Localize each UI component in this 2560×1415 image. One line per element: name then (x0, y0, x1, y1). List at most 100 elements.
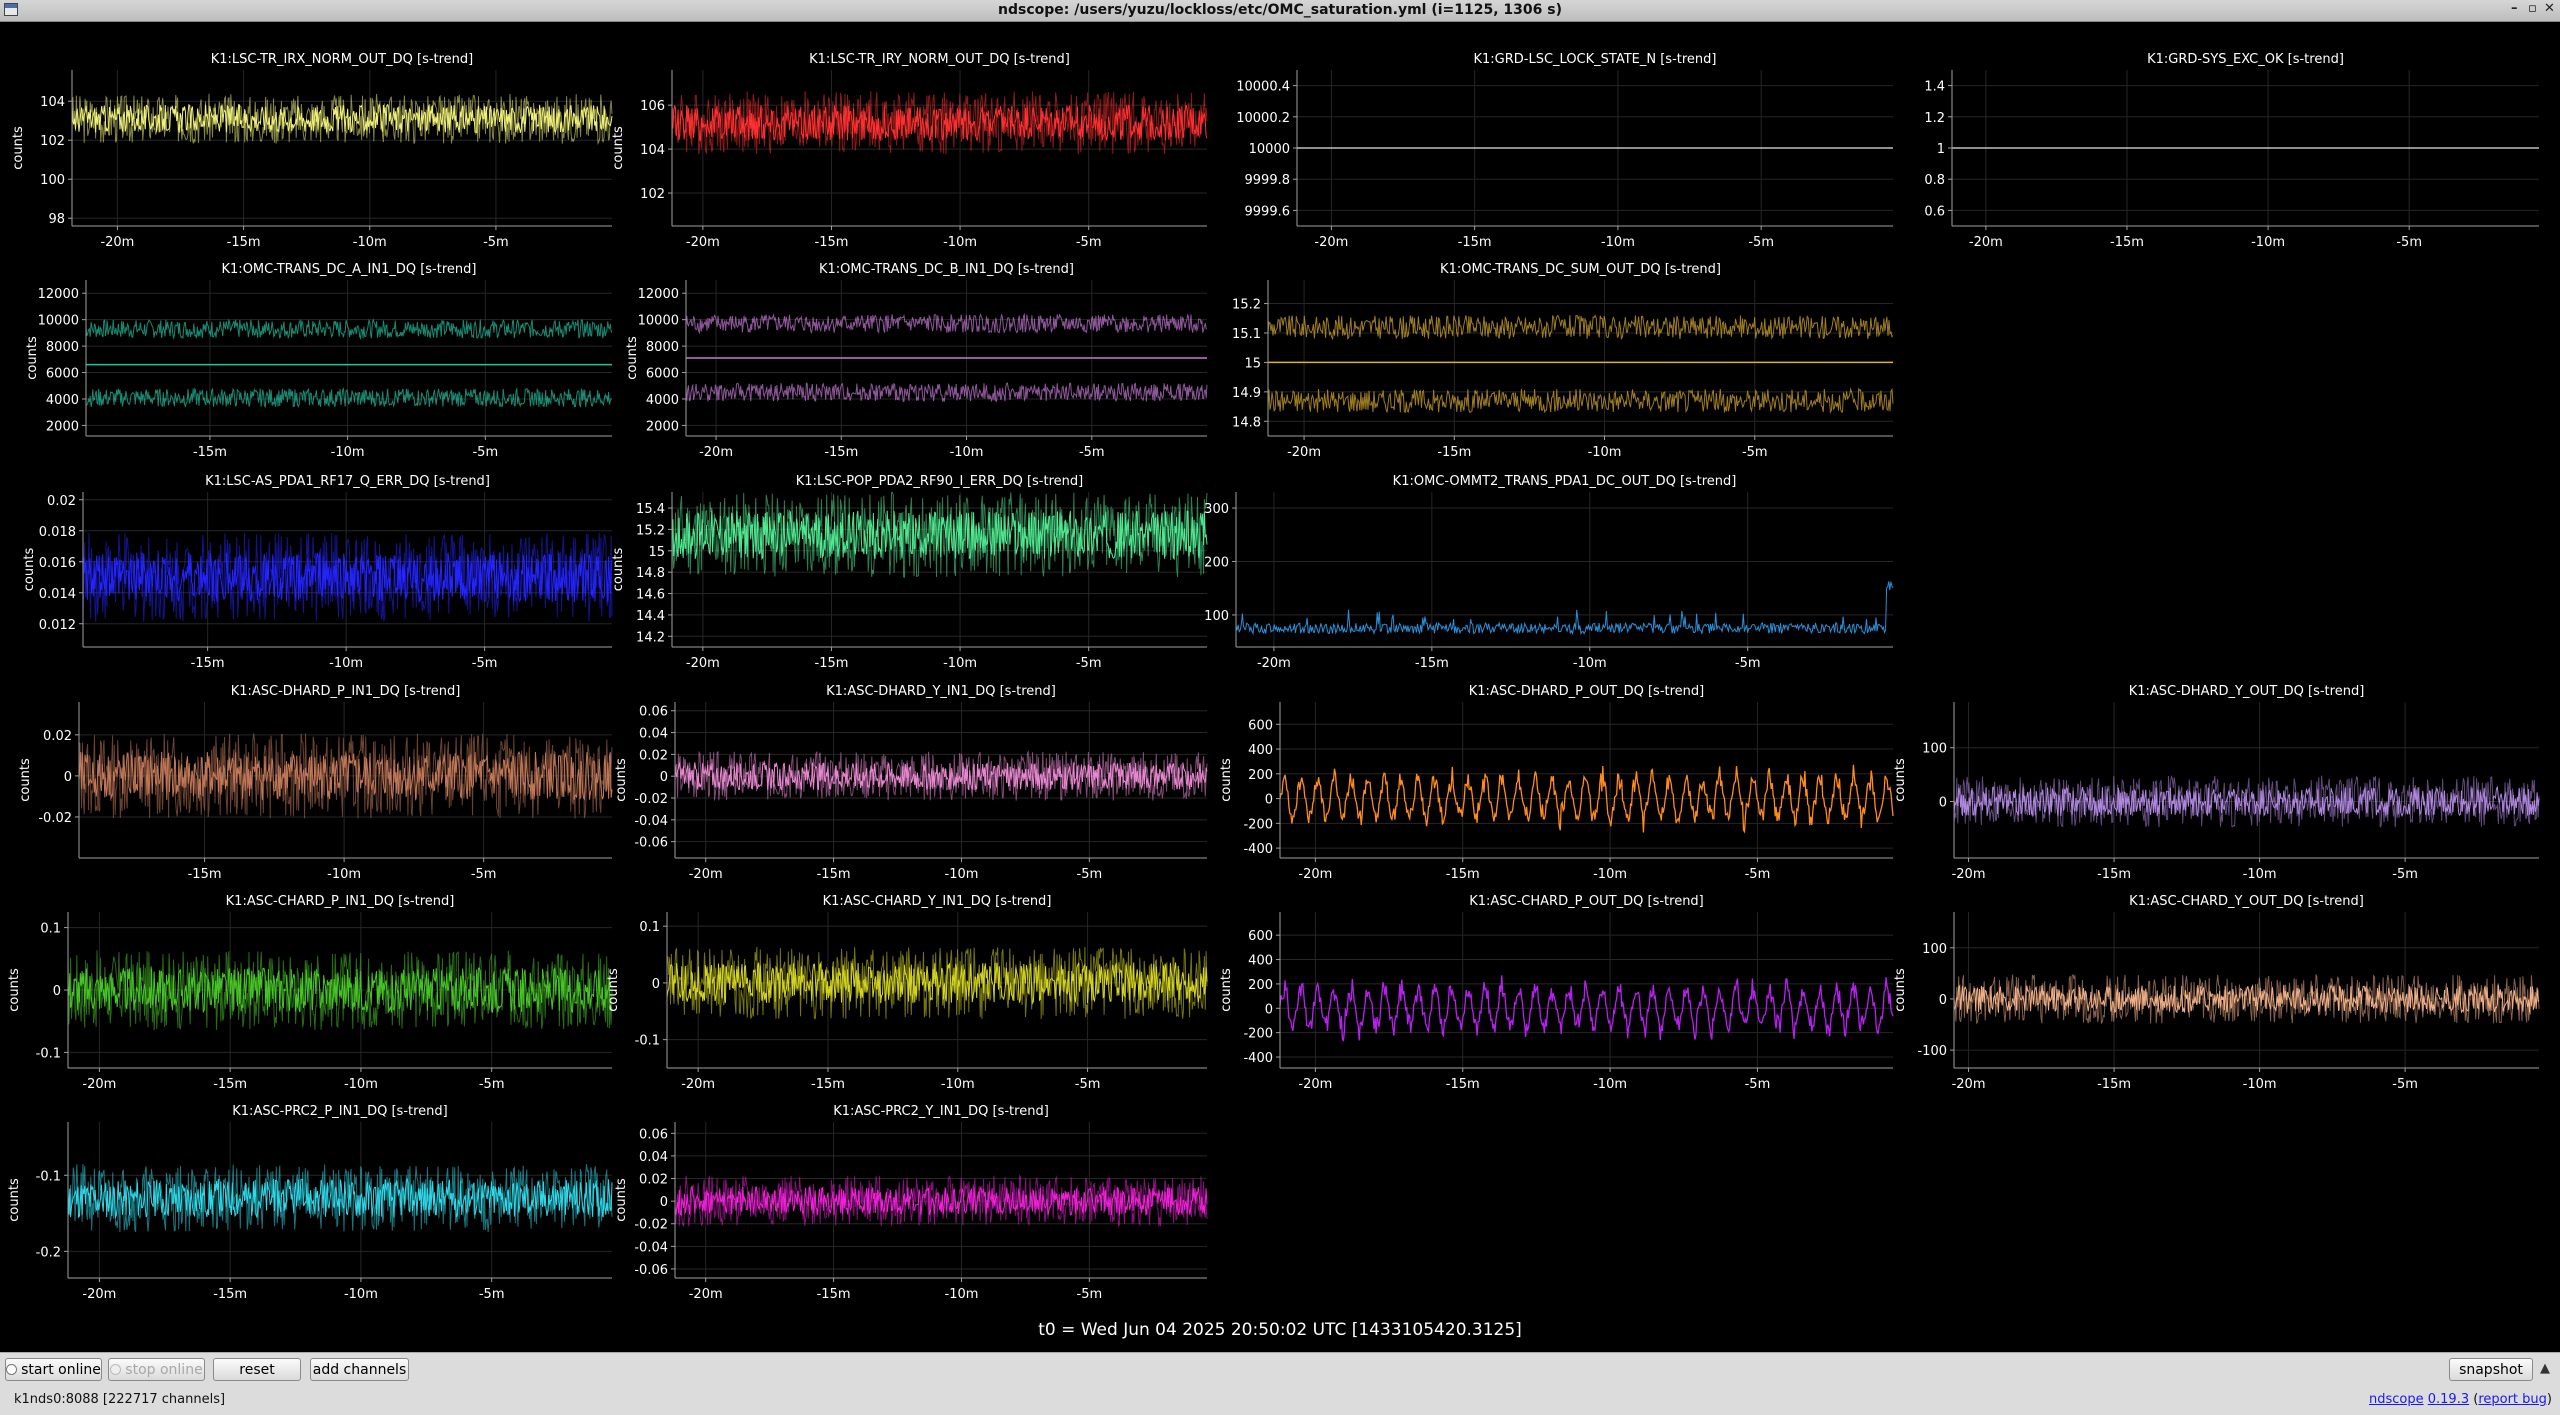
plot-panel: K1:OMC-TRANS_DC_SUM_OUT_DQ [s-trend] 15.2… (1232, 262, 1894, 460)
y-tick-label: 0.04 (639, 1150, 668, 1165)
y-tick-label: 0 (1265, 1002, 1273, 1017)
plot-title: K1:OMC-OMMT2_TRANS_PDA1_DC_OUT_DQ [s-tre… (1393, 474, 1737, 489)
series-line (1953, 983, 2540, 1015)
y-tick-label: 0 (660, 1195, 668, 1210)
series-line (85, 387, 613, 409)
version-link[interactable]: 0.19.3 (2427, 1392, 2470, 1407)
x-tick-label: -10m (329, 656, 363, 671)
y-tick-label: -0.02 (634, 1218, 668, 1233)
y-tick-label: 15.4 (636, 502, 665, 517)
y-tick-label: 106 (640, 99, 665, 114)
x-tick-label: -15m (213, 1077, 247, 1092)
y-tick-label: 0.016 (39, 556, 76, 571)
expand-arrow-icon[interactable]: ▲ (2540, 1361, 2550, 1376)
x-tick-label: -20m (686, 656, 720, 671)
y-tick-label: 4000 (646, 393, 679, 408)
plot-panel: K1:ASC-DHARD_Y_IN1_DQ [s-trend] 0.06 0.04 0… (614, 684, 1208, 882)
y-tick-label: 15 (1244, 356, 1261, 371)
x-tick-label: -5m (1745, 867, 1771, 882)
y-tick-label: 6000 (646, 367, 679, 382)
plot-panel: K1:LSC-POP_PDA2_RF90_I_ERR_DQ [s-trend] 1… (611, 474, 1208, 671)
stop-online-label: stop online (125, 1361, 203, 1378)
y-tick-label: 100 (1922, 942, 1947, 957)
plot-title: K1:ASC-CHARD_Y_OUT_DQ [s-trend] (2129, 894, 2364, 909)
y-tick-label: -0.04 (634, 1240, 668, 1255)
x-tick-label: -10m (344, 1077, 378, 1092)
y-tick-label: 0.6 (1924, 204, 1945, 219)
plot-title: K1:OMC-TRANS_DC_SUM_OUT_DQ [s-trend] (1440, 262, 1721, 277)
x-tick-label: -20m (1287, 445, 1321, 460)
y-axis-label: counts (1893, 968, 1908, 1012)
plot-title: K1:OMC-TRANS_DC_A_IN1_DQ [s-trend] (222, 262, 477, 277)
x-tick-label: -15m (2110, 235, 2144, 250)
x-tick-label: -20m (1969, 235, 2003, 250)
add-channels-button[interactable]: add channels (310, 1358, 409, 1381)
y-tick-label: 15.1 (1232, 327, 1261, 342)
series-line (674, 1185, 1208, 1217)
plot-panel: K1:ASC-CHARD_P_OUT_DQ [s-trend] 600 400 200… (1219, 894, 1894, 1092)
plot-title: K1:ASC-CHARD_P_IN1_DQ [s-trend] (226, 894, 455, 909)
start-online-button[interactable]: start online (5, 1358, 102, 1381)
x-tick-label: -5m (2392, 867, 2418, 882)
x-tick-label: -10m (941, 1077, 975, 1092)
reset-button[interactable]: reset (213, 1358, 301, 1381)
close-icon[interactable]: ✕ (2544, 1, 2555, 16)
x-tick-label: -5m (1075, 1077, 1101, 1092)
x-tick-label: -10m (2243, 1077, 2277, 1092)
y-tick-label: 1.4 (1924, 80, 1945, 95)
y-tick-label: 0.04 (639, 727, 668, 742)
x-tick-label: -5m (1076, 235, 1102, 250)
start-online-label: start online (21, 1361, 101, 1378)
x-tick-label: -15m (188, 867, 222, 882)
plot-area[interactable]: K1:LSC-TR_IRX_NORM_OUT_DQ [s-trend] 104 10… (0, 22, 2560, 1352)
plot-panel: K1:LSC-AS_PDA1_RF17_Q_ERR_DQ [s-trend] 0.… (22, 474, 613, 671)
series-line (671, 104, 1208, 143)
plot-panel: K1:ASC-CHARD_Y_IN1_DQ [s-trend] 0.1 0 -0.1 -… (606, 894, 1208, 1092)
y-tick-label: 10000.2 (1236, 111, 1290, 126)
plot-title: K1:LSC-POP_PDA2_RF90_I_ERR_DQ [s-trend] (796, 474, 1083, 489)
t0-label: t0 = Wed Jun 04 2025 20:50:02 UTC [14331… (1038, 1320, 1522, 1340)
minimize-icon[interactable]: – (2511, 1, 2518, 16)
y-tick-label: 4000 (46, 393, 79, 408)
x-tick-label: -5m (1735, 656, 1761, 671)
x-tick-label: -20m (686, 235, 720, 250)
plot-panel: K1:OMC-TRANS_DC_A_IN1_DQ [s-trend] 12000 1… (25, 262, 613, 460)
y-tick-label: 14.8 (636, 566, 665, 581)
plot-title: K1:ASC-PRC2_P_IN1_DQ [s-trend] (232, 1104, 447, 1119)
y-tick-label: 12000 (638, 287, 679, 302)
ndscope-link[interactable]: ndscope (2368, 1392, 2424, 1407)
plot-title: K1:ASC-DHARD_Y_OUT_DQ [s-trend] (2129, 684, 2365, 699)
x-tick-label: -5m (479, 1287, 505, 1302)
y-tick-label: -0.2 (36, 1245, 61, 1260)
x-tick-label: -15m (811, 1077, 845, 1092)
plot-title: K1:GRD-LSC_LOCK_STATE_N [s-trend] (1473, 52, 1716, 67)
x-tick-label: -20m (681, 1077, 715, 1092)
x-tick-label: -10m (945, 867, 979, 882)
x-tick-label: -10m (1573, 656, 1607, 671)
y-axis-label: counts (1219, 968, 1234, 1012)
x-tick-label: -15m (1446, 1077, 1480, 1092)
maximize-icon[interactable]: ▫ (2528, 1, 2537, 16)
y-tick-label: 102 (640, 187, 665, 202)
y-tick-label: 100 (40, 173, 65, 188)
x-tick-label: -5m (479, 1077, 505, 1092)
x-tick-label: -15m (213, 1287, 247, 1302)
start-online-radio-icon (6, 1364, 18, 1375)
y-axis-label: counts (18, 758, 33, 802)
snapshot-button[interactable]: snapshot (2449, 1358, 2533, 1381)
y-tick-label: 400 (1248, 954, 1273, 969)
x-tick-label: -5m (472, 445, 498, 460)
plot-panel: K1:ASC-DHARD_P_OUT_DQ [s-trend] 600 400 200… (1219, 684, 1894, 882)
series-line (78, 733, 613, 819)
y-tick-label: 300 (1204, 502, 1229, 517)
series-line (674, 761, 1208, 791)
series-line (85, 318, 613, 341)
y-tick-label: 6000 (46, 367, 79, 382)
window-menu-icon[interactable] (4, 3, 18, 16)
y-tick-label: 0.1 (639, 920, 660, 935)
y-tick-label: 104 (640, 143, 665, 158)
plots-svg[interactable]: K1:LSC-TR_IRX_NORM_OUT_DQ [s-trend]10410… (0, 22, 2560, 1352)
server-status: k1nds0:8088 [222717 channels] (14, 1392, 226, 1407)
report-bug-link[interactable]: report bug (2478, 1392, 2547, 1407)
x-tick-label: -20m (1952, 1077, 1986, 1092)
